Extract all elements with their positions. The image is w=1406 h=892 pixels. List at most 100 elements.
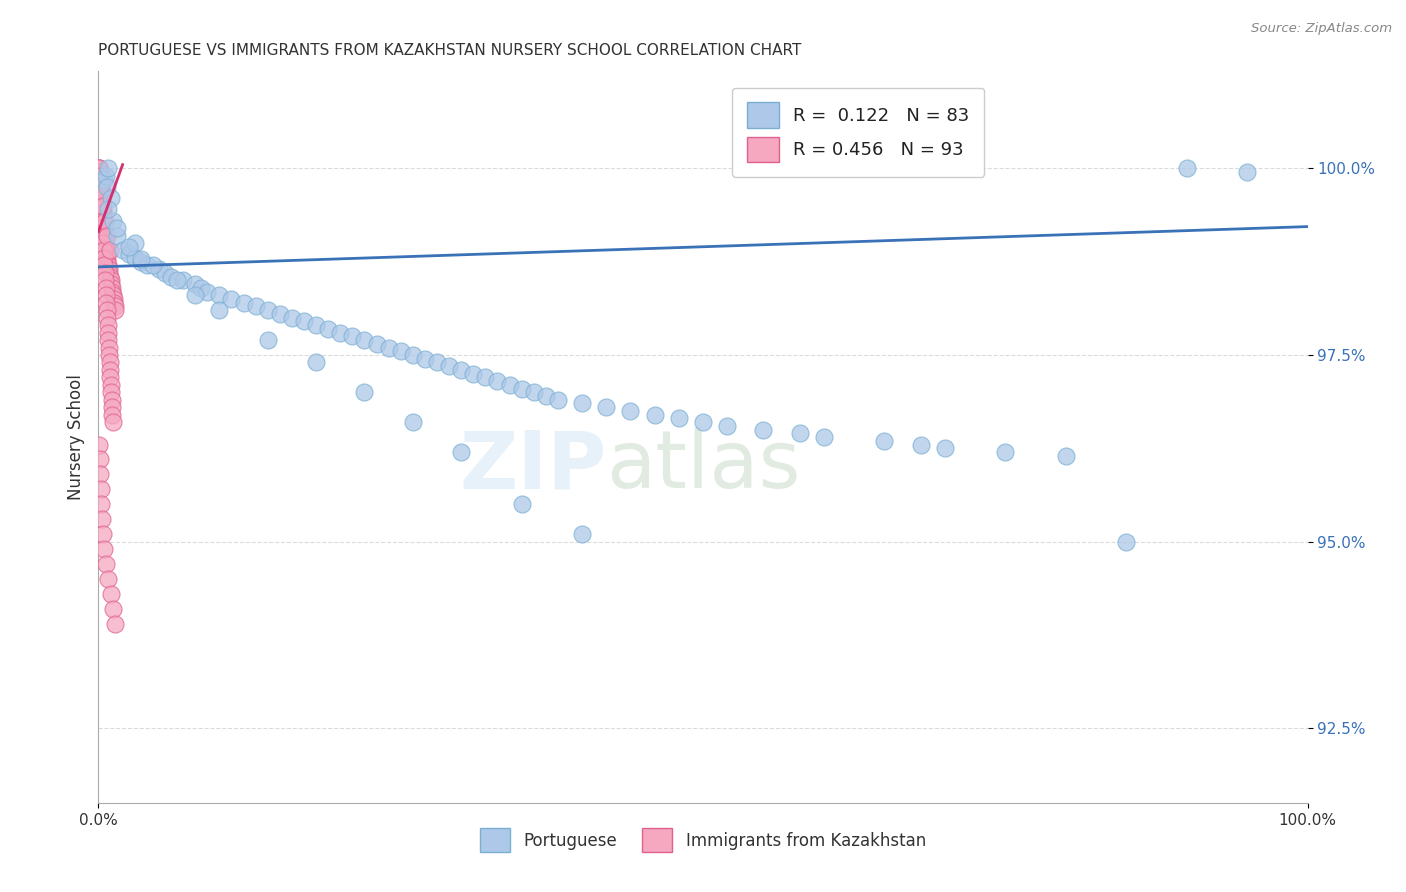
Point	[93, 244, 115, 258]
Point	[93, 218, 115, 232]
Point	[97, 259, 120, 273]
Point	[1175, 161, 1198, 176]
Point	[994, 445, 1017, 459]
Point	[450, 445, 472, 459]
Point	[668, 411, 690, 425]
Point	[100, 281, 122, 295]
Point	[96, 228, 118, 243]
Point	[104, 303, 127, 318]
Point	[89, 172, 111, 186]
Point	[208, 303, 231, 318]
Point	[366, 336, 388, 351]
Point	[89, 452, 111, 467]
Point	[305, 318, 328, 332]
Point	[111, 244, 134, 258]
Point	[135, 259, 157, 273]
Point	[91, 512, 114, 526]
Point	[91, 228, 114, 243]
Point	[94, 235, 117, 250]
Point	[91, 210, 114, 224]
Point	[91, 194, 114, 209]
Point	[413, 351, 436, 366]
Point	[692, 415, 714, 429]
Point	[595, 401, 617, 415]
Point	[523, 385, 546, 400]
Point	[195, 285, 218, 299]
Point	[129, 252, 152, 267]
Point	[100, 377, 122, 392]
Point	[353, 385, 375, 400]
Point	[93, 213, 115, 227]
Point	[89, 184, 111, 198]
Point	[316, 322, 339, 336]
Text: PORTUGUESE VS IMMIGRANTS FROM KAZAKHSTAN NURSERY SCHOOL CORRELATION CHART: PORTUGUESE VS IMMIGRANTS FROM KAZAKHSTAN…	[98, 43, 801, 58]
Point	[571, 527, 593, 541]
Point	[101, 601, 124, 615]
Point	[97, 341, 120, 355]
Point	[1236, 165, 1258, 179]
Point	[124, 251, 146, 265]
Point	[547, 392, 569, 407]
Point	[619, 404, 641, 418]
Point	[101, 213, 124, 227]
Point	[103, 295, 125, 310]
Point	[96, 303, 118, 318]
Point	[716, 418, 738, 433]
Point	[97, 202, 120, 217]
Point	[90, 206, 112, 220]
Text: atlas: atlas	[606, 427, 800, 506]
Point	[87, 437, 110, 451]
Point	[1054, 449, 1077, 463]
Point	[93, 251, 115, 265]
Point	[91, 199, 114, 213]
Point	[94, 213, 117, 227]
Point	[93, 221, 115, 235]
Point	[91, 527, 114, 541]
Point	[100, 385, 122, 400]
Point	[96, 254, 118, 268]
Point	[97, 333, 120, 347]
Point	[100, 392, 122, 407]
Point	[105, 221, 128, 235]
Point	[305, 355, 328, 369]
Point	[934, 442, 956, 456]
Point	[103, 292, 125, 306]
Point	[97, 572, 120, 586]
Point	[752, 423, 775, 437]
Point	[142, 259, 165, 273]
Point	[644, 408, 666, 422]
Point	[873, 434, 896, 448]
Point	[94, 557, 117, 571]
Point	[101, 401, 124, 415]
Point	[256, 303, 278, 318]
Point	[93, 259, 115, 273]
Point	[89, 161, 111, 176]
Point	[160, 269, 183, 284]
Point	[97, 262, 120, 277]
Point	[104, 300, 127, 314]
Point	[101, 288, 124, 302]
Point	[153, 266, 176, 280]
Point	[89, 165, 111, 179]
Point	[437, 359, 460, 374]
Point	[450, 363, 472, 377]
Point	[94, 273, 117, 287]
Point	[281, 310, 304, 325]
Point	[98, 269, 121, 284]
Point	[96, 180, 118, 194]
Point	[98, 266, 121, 280]
Point	[190, 281, 212, 295]
Point	[98, 244, 121, 258]
Point	[98, 363, 121, 377]
Point	[89, 184, 111, 198]
Point	[90, 180, 112, 194]
Point	[93, 172, 115, 186]
Point	[91, 199, 114, 213]
Point	[166, 273, 188, 287]
Point	[91, 235, 114, 250]
Legend: Portuguese, Immigrants from Kazakhstan: Portuguese, Immigrants from Kazakhstan	[472, 820, 934, 860]
Point	[184, 288, 207, 302]
Point	[221, 292, 243, 306]
Point	[89, 177, 111, 191]
Point	[90, 191, 112, 205]
